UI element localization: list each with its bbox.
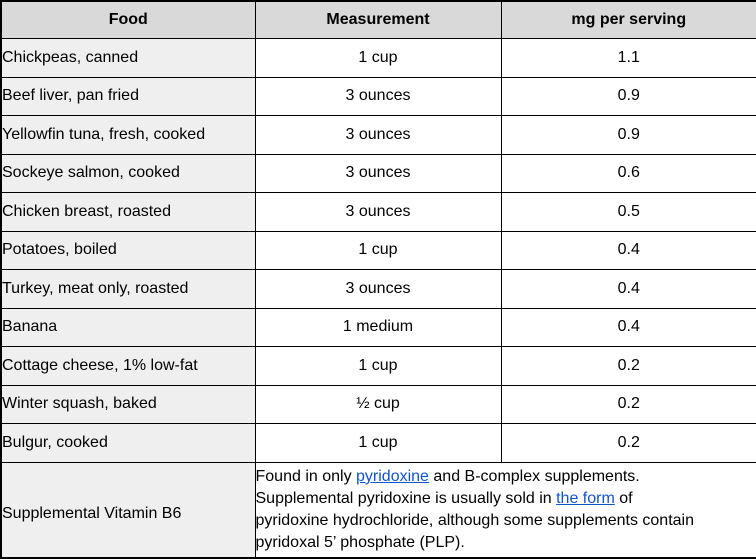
food-cell: Yellowfin tuna, fresh, cooked — [0, 115, 256, 155]
measurement-cell: 3 ounces — [254, 153, 502, 194]
table-body: Chickpeas, canned 1 cup 1.1 Beef liver, pan… — [0, 38, 756, 559]
measurement-cell: 1 cup — [254, 230, 502, 271]
note-line: pyridoxal 5’ phosphate (PLP). — [256, 532, 756, 554]
note-text-segment: Found in only — [255, 467, 357, 485]
table-row: Cottage cheese, 1% low-fat 1 cup 0.2 — [0, 346, 756, 386]
measurement-cell: 1 cup — [254, 38, 502, 78]
mg-per-serving-cell: 0.9 — [500, 115, 756, 155]
note-text: Found in only pyridoxine and B-complex s… — [254, 461, 756, 559]
mg-per-serving-cell: 0.2 — [500, 384, 756, 425]
note-line: Supplemental pyridoxine is usually sold … — [256, 488, 756, 510]
measurement-cell: 3 ounces — [254, 115, 502, 155]
note-text-segment: and B-complex supplements. — [428, 467, 640, 485]
note-text-segment: pyridoxine hydrochloride, although some … — [255, 511, 694, 529]
food-cell: Chicken breast, roasted — [0, 192, 256, 232]
note-hyperlink[interactable]: the form — [556, 489, 615, 507]
food-cell: Bulgur, cooked — [0, 423, 256, 463]
mg-per-serving-cell: 0.9 — [500, 76, 756, 117]
header-row: Food Measurement mg per serving — [0, 0, 756, 39]
column-header-mg-per-serving: mg per serving — [500, 0, 756, 39]
food-cell: Potatoes, boiled — [0, 230, 256, 271]
measurement-cell: 3 ounces — [254, 192, 502, 232]
note-row: Supplemental Vitamin B6 Found in only py… — [0, 461, 756, 559]
note-text-segment: Supplemental pyridoxine is usually sold … — [255, 489, 557, 507]
mg-per-serving-cell: 0.4 — [500, 230, 756, 271]
food-cell: Banana — [0, 307, 256, 348]
mg-per-serving-cell: 0.2 — [500, 423, 756, 463]
food-cell: Cottage cheese, 1% low-fat — [0, 346, 256, 386]
mg-per-serving-cell: 0.4 — [500, 269, 756, 309]
note-text-segment: of — [614, 489, 633, 507]
food-cell: Turkey, meat only, roasted — [0, 269, 256, 309]
table-row: Bulgur, cooked 1 cup 0.2 — [0, 423, 756, 463]
measurement-cell: 1 cup — [254, 423, 502, 463]
mg-per-serving-cell: 0.5 — [500, 192, 756, 232]
measurement-cell: 1 cup — [254, 346, 502, 386]
note-line: pyridoxine hydrochloride, although some … — [256, 510, 756, 532]
food-cell: Beef liver, pan fried — [0, 76, 256, 117]
table-row: Winter squash, baked ½ cup 0.2 — [0, 384, 756, 425]
table-row: Chicken breast, roasted 3 ounces 0.5 — [0, 192, 756, 232]
table-row: Yellowfin tuna, fresh, cooked 3 ounces 0.9 — [0, 115, 756, 155]
mg-per-serving-cell: 0.4 — [500, 307, 756, 348]
table-row: Potatoes, boiled 1 cup 0.4 — [0, 230, 756, 271]
column-header-measurement: Measurement — [254, 0, 502, 39]
table-row: Banana 1 medium 0.4 — [0, 307, 756, 348]
food-cell: Winter squash, baked — [0, 384, 256, 425]
food-cell: Chickpeas, canned — [0, 38, 256, 78]
table-row: Beef liver, pan fried 3 ounces 0.9 — [0, 76, 756, 117]
measurement-cell: ½ cup — [254, 384, 502, 425]
column-header-food: Food — [0, 0, 256, 39]
note-row-food-label: Supplemental Vitamin B6 — [0, 461, 256, 559]
table-row: Sockeye salmon, cooked 3 ounces 0.6 — [0, 153, 756, 194]
note-text-segment: pyridoxal 5’ phosphate (PLP). — [255, 533, 465, 551]
mg-per-serving-cell: 1.1 — [500, 38, 756, 78]
table-header: Food Measurement mg per serving — [0, 0, 756, 39]
measurement-cell: 3 ounces — [254, 76, 502, 117]
food-cell: Sockeye salmon, cooked — [0, 153, 256, 194]
note-hyperlink[interactable]: pyridoxine — [356, 467, 429, 485]
table-row: Chickpeas, canned 1 cup 1.1 — [0, 38, 756, 78]
measurement-cell: 1 medium — [254, 307, 502, 348]
mg-per-serving-cell: 0.2 — [500, 346, 756, 386]
table-row: Turkey, meat only, roasted 3 ounces 0.4 — [0, 269, 756, 309]
measurement-cell: 3 ounces — [254, 269, 502, 309]
mg-per-serving-cell: 0.6 — [500, 153, 756, 194]
note-line: Found in only pyridoxine and B-complex s… — [256, 466, 756, 488]
